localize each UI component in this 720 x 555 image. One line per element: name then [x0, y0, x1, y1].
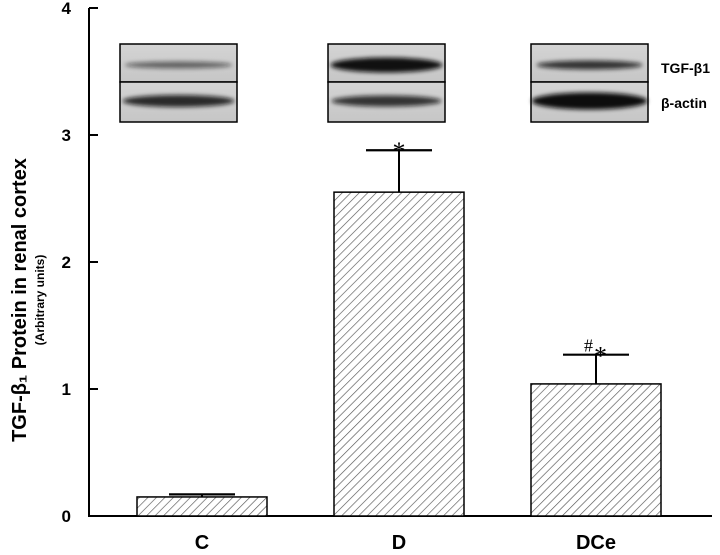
y-tick-label: 1 [62, 380, 71, 399]
y-axis-title: TGF-β₁ Protein in renal cortex [9, 158, 31, 442]
x-tick-label-c: C [195, 532, 209, 554]
x-tick-label-d: D [392, 532, 406, 554]
blot-label-tgf: TGF-β1 [661, 60, 710, 76]
blot-inset-d [327, 43, 446, 123]
bar-c [136, 496, 268, 517]
error-bars-group [169, 149, 629, 497]
annotation-hash: # [584, 336, 593, 356]
y-tick-label: 2 [62, 253, 71, 272]
y-ticks: 0 1 2 3 4 [62, 0, 98, 526]
y-tick-label: 3 [62, 126, 71, 145]
blot-inset-dce [530, 43, 649, 123]
annotation-star: * [594, 342, 607, 371]
western-blot-insets [119, 43, 649, 123]
bar-dce [530, 383, 662, 517]
annotation-star: * [393, 137, 406, 166]
bar-d [333, 191, 465, 517]
blot-label-actin: β-actin [661, 95, 707, 111]
blot-inset-c [119, 43, 238, 123]
y-tick-label: 4 [62, 0, 72, 18]
x-tick-label-dce: DCe [576, 532, 616, 554]
category-labels: C D DCe [195, 532, 616, 554]
y-axis-subtitle: (Arbitrary units) [33, 255, 47, 346]
y-tick-label: 0 [62, 507, 71, 526]
annotations-group: *# * [393, 137, 608, 370]
